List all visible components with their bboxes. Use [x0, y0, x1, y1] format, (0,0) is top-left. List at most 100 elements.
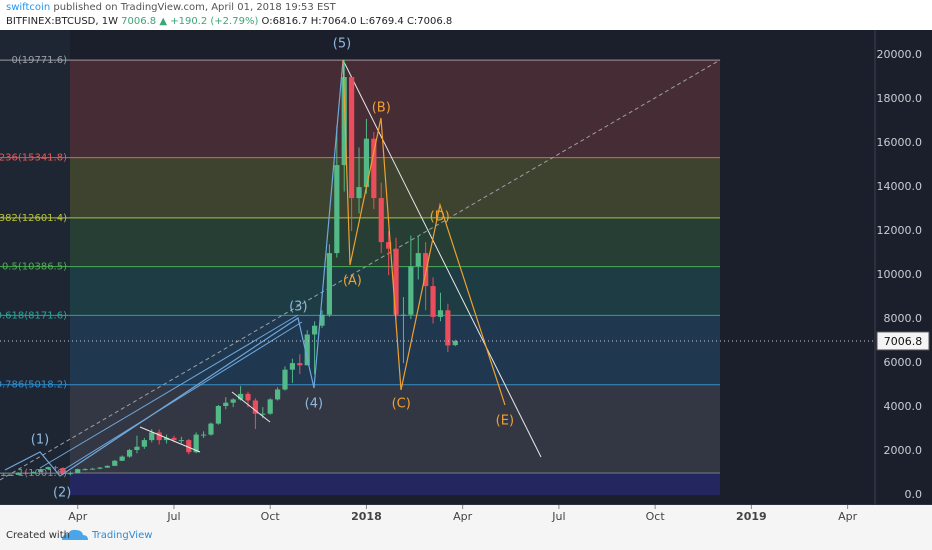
- x-tick-label: Jul: [551, 510, 565, 523]
- y-tick-label: 18000.0: [877, 92, 923, 105]
- x-tick-label: Apr: [68, 510, 88, 523]
- y-tick-label: 2000.0: [884, 444, 923, 457]
- published: published on TradingView.com, April 01, …: [53, 2, 336, 13]
- candle-body: [319, 314, 325, 326]
- candle-body: [304, 334, 310, 366]
- fib-label: 1(1001.6): [18, 468, 67, 479]
- candle-body: [312, 325, 318, 335]
- candle-body: [297, 363, 303, 366]
- candle-body: [452, 340, 458, 346]
- wave-label: (3): [289, 299, 307, 314]
- fib-band: [70, 60, 720, 158]
- y-tick-label: 10000.0: [877, 268, 923, 281]
- candle-body: [89, 468, 96, 470]
- candle-body: [60, 468, 66, 474]
- wave-label: (5): [333, 37, 351, 52]
- candle-body: [334, 165, 340, 254]
- symbol-line: BITFINEX:BTCUSD, 1W 7006.8 ▲ +190.2 (+2.…: [6, 16, 452, 27]
- candle-body: [282, 369, 288, 390]
- logo: [62, 529, 88, 540]
- candle-body: [349, 77, 355, 199]
- fib-band: [70, 473, 720, 496]
- channel-line: [39, 314, 299, 469]
- wave-label: (E): [496, 413, 514, 428]
- y-tick-label: 20000.0: [877, 48, 923, 61]
- candle-body: [252, 400, 258, 414]
- candle-body: [415, 253, 421, 267]
- candle-body: [104, 465, 110, 468]
- candle-body: [326, 253, 333, 315]
- candle-body: [393, 248, 399, 315]
- candle-body: [437, 310, 444, 317]
- wave-label: (B): [372, 100, 391, 115]
- candle-body: [171, 437, 177, 441]
- x-tick-label: Apr: [838, 510, 858, 523]
- trend-line: [342, 59, 542, 458]
- fib-label: 0.5(10386.5): [2, 262, 67, 273]
- fib-label: 0.618(8171.6): [0, 310, 67, 321]
- publish-line: swiftcoin published on TradingView.com, …: [6, 2, 336, 13]
- x-tick-label: Oct: [646, 510, 666, 523]
- candle-body: [289, 363, 296, 370]
- candle-body: [38, 469, 44, 472]
- fib-band: [70, 315, 720, 385]
- last-price-box: [876, 331, 930, 351]
- brand[interactable]: TradingView: [92, 530, 153, 541]
- x-tick-label: 2018: [351, 510, 382, 523]
- x-tick-label: Apr: [453, 510, 473, 523]
- candle-body: [408, 266, 414, 315]
- created-with: Created with: [6, 530, 70, 541]
- candle-body: [230, 399, 236, 403]
- candle-body: [141, 440, 147, 447]
- candle-body: [363, 138, 370, 188]
- candle-body: [1, 474, 7, 476]
- candle-body: [156, 432, 162, 441]
- last-price-label: 7006.8: [884, 335, 923, 348]
- corrective-wave: [342, 59, 506, 406]
- fib-label: 0(19771.6): [11, 55, 67, 66]
- y-tick-label: 6000.0: [884, 356, 923, 369]
- candle-body: [208, 423, 214, 435]
- fib-band: [70, 157, 720, 218]
- wave-label: (A): [343, 274, 362, 289]
- candle-body: [378, 198, 384, 243]
- candle-body: [149, 432, 155, 441]
- candle-body: [30, 471, 36, 474]
- time-axis-strip: [0, 505, 932, 550]
- candle-body: [112, 460, 118, 466]
- small-trend: [139, 426, 201, 453]
- fib-label: 0.786(5018.2): [0, 380, 67, 391]
- candle-body: [423, 253, 429, 287]
- candle-body: [186, 440, 192, 453]
- author[interactable]: swiftcoin: [6, 2, 51, 13]
- candle-body: [356, 187, 362, 199]
- y-tick-label: 16000.0: [877, 136, 923, 149]
- candle-body: [445, 310, 451, 346]
- candle-body: [126, 449, 133, 457]
- wave-label: (D): [430, 210, 450, 225]
- channel-line: [59, 321, 303, 473]
- candle-body: [178, 440, 184, 442]
- candle-body: [119, 456, 125, 461]
- wave-label: (4): [305, 397, 323, 412]
- candle-body: [82, 469, 88, 471]
- candle-body: [45, 467, 51, 470]
- candle-body: [67, 473, 73, 475]
- candle-body: [267, 399, 273, 414]
- candle-body: [134, 446, 140, 450]
- candle-body: [275, 389, 281, 400]
- ohlc: O:6816.7 H:7064.0 L:6769.4 C:7006.8: [261, 16, 453, 27]
- candle-body: [237, 393, 244, 400]
- candle-body: [430, 286, 436, 317]
- x-tick-label: Jul: [166, 510, 180, 523]
- candle-body: [75, 469, 81, 474]
- trend-dashed: [0, 59, 721, 481]
- candle-body: [52, 467, 59, 469]
- candle-body: [97, 467, 103, 469]
- wave-label: (1): [31, 433, 49, 448]
- fib-label: 0.236(15341.8): [0, 153, 67, 164]
- fib-label: 0.382(12601.4): [0, 213, 67, 224]
- y-tick-label: 14000.0: [877, 180, 923, 193]
